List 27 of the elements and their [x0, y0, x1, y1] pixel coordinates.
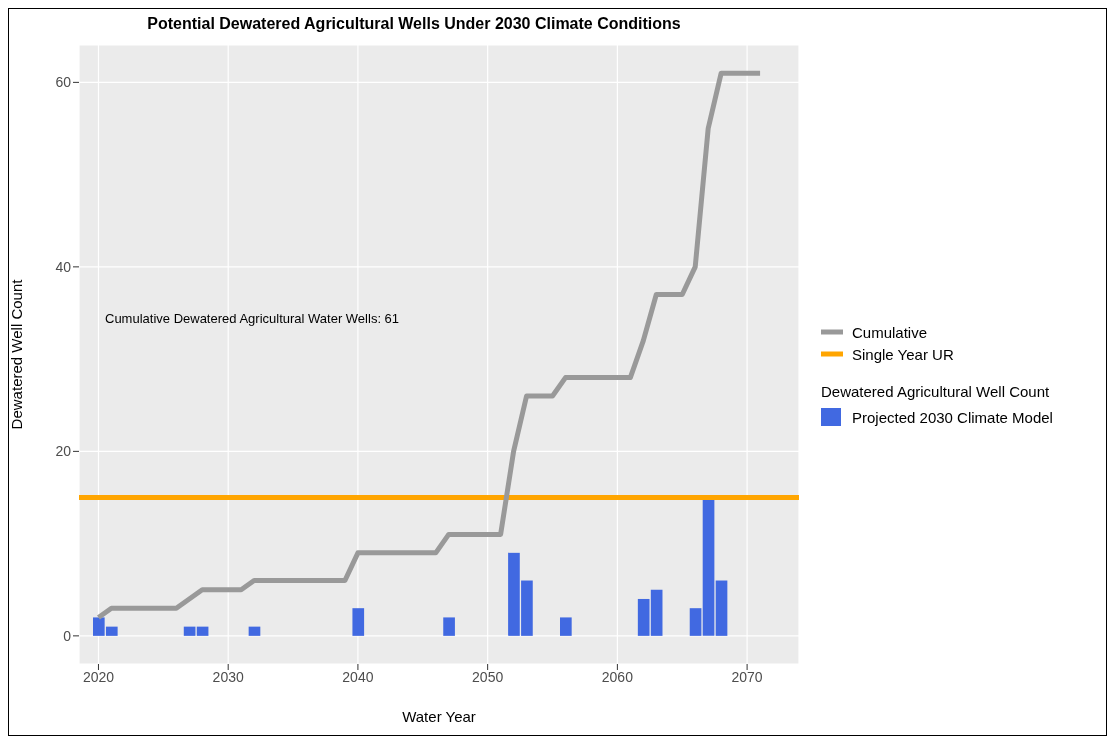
bar [248, 626, 261, 636]
y-tick-label: 40 [55, 258, 72, 275]
x-tick-label: 2040 [342, 668, 374, 685]
bar [560, 617, 572, 636]
y-tick-label: 20 [55, 443, 72, 460]
x-tick-label: 2030 [212, 668, 244, 685]
bar [443, 617, 455, 636]
x-tick-label: 2050 [472, 668, 504, 685]
x-axis-title: Water Year [402, 708, 476, 725]
chart-title: Potential Dewatered Agricultural Wells Under 2030 Climate Conditions [146, 15, 682, 33]
x-tick-label: 2020 [82, 668, 115, 685]
bar [196, 626, 209, 636]
y-tick-label: 60 [55, 74, 72, 91]
x-tick-label: 2060 [601, 668, 634, 685]
bar [352, 608, 365, 636]
y-tick-label: 0 [63, 627, 72, 644]
y-axis-title: Dewatered Well Count [8, 278, 26, 430]
legend-label: Projected 2030 Climate Model [852, 408, 1053, 426]
bar [702, 497, 715, 636]
legend-label: Single Year UR [852, 345, 954, 363]
legend-label: Cumulative [852, 323, 928, 341]
x-tick-label: 2070 [731, 668, 763, 685]
legend-title: Dewatered Agricultural Well Count [821, 383, 1051, 400]
annotation: Cumulative Dewatered Agricultural Water Wells: 61 [105, 311, 400, 326]
bar [183, 626, 196, 636]
bar [715, 580, 728, 636]
bar [689, 608, 702, 636]
